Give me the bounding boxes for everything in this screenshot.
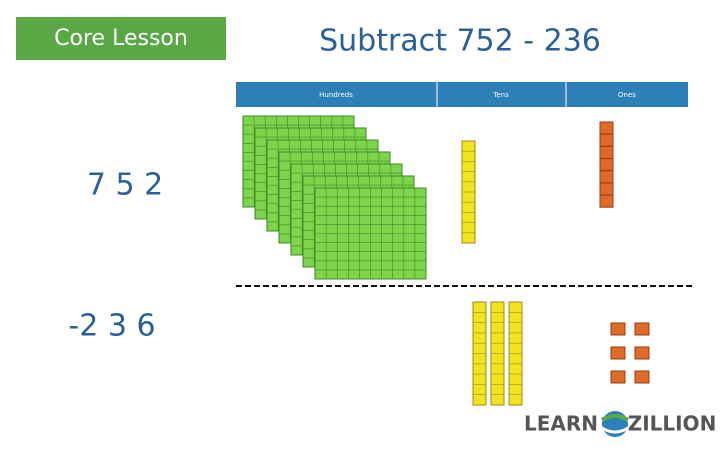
column-header: Ones [618,91,636,99]
table-header [236,82,688,107]
one-cube [599,170,614,184]
one-cube [634,322,650,336]
one-cube [599,182,614,196]
one-cube [610,346,626,360]
logo-right: ZILLION [628,412,717,436]
column-header: Hundreds [319,91,353,99]
one-cube [610,322,626,336]
one-cube [634,346,650,360]
one-cube [599,121,614,135]
column-header: Tens [492,91,509,99]
one-cube [610,370,626,384]
logo-swoosh [601,426,629,434]
one-cube [599,145,614,159]
badge-text: Core Lesson [54,26,188,51]
one-cube [599,158,614,172]
logo-icon [600,411,630,437]
logo-swoosh [600,414,630,422]
badge [16,17,226,60]
minuend: 7 5 2 [87,168,163,203]
blocks [242,115,650,406]
one-cube [634,370,650,384]
title: Subtract 752 - 236 [319,24,601,59]
one-cube [599,133,614,147]
one-cube [599,194,614,208]
logo-left: LEARN [524,412,598,436]
subtrahend: -2 3 6 [68,309,155,344]
